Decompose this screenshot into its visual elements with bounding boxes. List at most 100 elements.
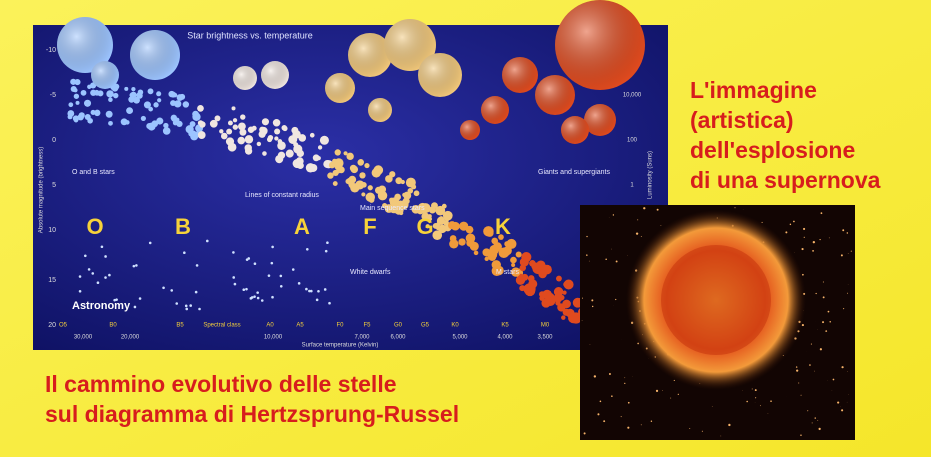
star [431, 202, 438, 209]
star [106, 111, 113, 118]
star [485, 231, 489, 235]
star [523, 254, 529, 260]
star [394, 194, 401, 201]
speck [807, 410, 808, 411]
speck [819, 239, 820, 240]
star [333, 181, 338, 186]
speck [615, 299, 616, 300]
speck [796, 366, 797, 367]
speck [636, 232, 638, 234]
speck [613, 214, 614, 215]
star [138, 89, 144, 95]
y-tick-label: 20 [48, 322, 56, 329]
star [237, 137, 245, 145]
star [238, 122, 246, 130]
star [274, 136, 278, 140]
speck [661, 225, 662, 226]
white-dwarf [195, 291, 198, 294]
star [292, 130, 300, 138]
y2-tick-label: 10,000 [623, 93, 642, 99]
speck [815, 293, 816, 294]
star [192, 111, 199, 118]
speck [605, 259, 607, 261]
star [232, 106, 236, 110]
star [240, 114, 245, 119]
speck [809, 364, 811, 366]
white-dwarf [328, 302, 331, 305]
caption-bottom: Il cammino evolutivo delle stelle [45, 371, 397, 397]
y2-axis-label: Luminosity (Suns) [648, 151, 654, 199]
speck [823, 296, 825, 298]
star [163, 127, 171, 135]
white-dwarf [185, 305, 188, 308]
star [113, 93, 118, 98]
speck [641, 236, 642, 237]
star [306, 163, 315, 172]
star [359, 172, 365, 178]
speck [728, 424, 730, 426]
y-tick-label: 5 [52, 182, 56, 189]
speck [829, 238, 830, 239]
y2-tick-label: 100 [627, 138, 638, 144]
speck [603, 420, 605, 422]
star [74, 94, 79, 99]
speck [822, 321, 824, 323]
white-dwarf [280, 275, 283, 278]
white-dwarf [325, 250, 328, 253]
speck [678, 394, 679, 395]
speck [641, 424, 642, 425]
star [568, 313, 578, 323]
speck [616, 261, 618, 263]
star [121, 118, 128, 125]
speck [582, 298, 583, 299]
white-dwarf [232, 276, 235, 279]
speck [597, 413, 599, 415]
speck [657, 209, 659, 211]
star [221, 133, 228, 140]
speck [785, 231, 787, 233]
star [375, 187, 382, 194]
speck [656, 390, 658, 392]
white-dwarf [256, 291, 259, 294]
speck [821, 212, 823, 214]
spectral-tick: K0 [451, 323, 459, 329]
white-dwarf [162, 286, 165, 289]
star [443, 211, 453, 221]
speck [662, 390, 663, 391]
temperature-tick: 5,000 [452, 335, 468, 341]
star [361, 192, 365, 196]
y-tick-label: -10 [46, 47, 56, 54]
star [148, 107, 153, 112]
speck [823, 282, 824, 283]
white-dwarf [198, 308, 201, 311]
spectral-class: G [416, 214, 433, 239]
star [126, 107, 133, 114]
speck [813, 242, 814, 243]
speck [825, 330, 827, 332]
star [556, 276, 562, 282]
white-dwarf [324, 288, 327, 291]
supernova-core [661, 245, 771, 355]
star [76, 101, 80, 105]
temperature-tick: 20,000 [121, 335, 140, 341]
star [106, 90, 113, 97]
star [506, 239, 516, 249]
speck [796, 370, 798, 372]
white-dwarf [271, 246, 274, 249]
star [248, 127, 253, 132]
star [200, 122, 206, 128]
white-dwarf [292, 268, 295, 271]
speck [609, 373, 611, 375]
star [108, 97, 113, 102]
white-dwarf [242, 288, 245, 291]
star [210, 120, 218, 128]
highlight [368, 98, 392, 122]
white-dwarf [271, 296, 274, 299]
star [81, 90, 87, 96]
star [245, 135, 253, 143]
speck [643, 207, 645, 209]
speck [847, 232, 848, 233]
star [262, 131, 266, 135]
speck [843, 308, 844, 309]
star [273, 119, 281, 127]
